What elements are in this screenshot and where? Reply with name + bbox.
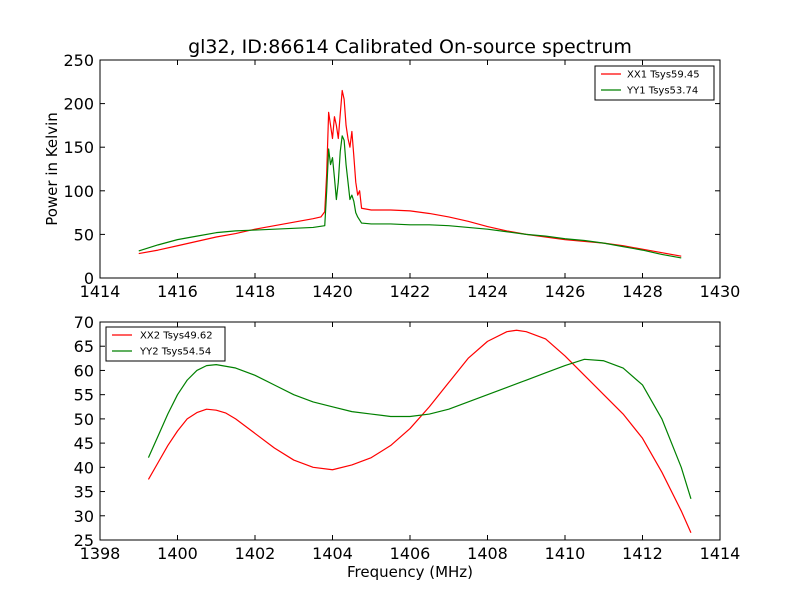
chart-title: gl32, ID:86614 Calibrated On-source spec… <box>188 36 632 58</box>
y-tick-label: 50 <box>74 225 94 244</box>
x-tick-label: 1420 <box>312 282 353 301</box>
top-x-axis: 1414 1416 1418 1420 1422 1424 1426 1428 1430 <box>80 60 741 301</box>
legend-label-yy1: YY1 Tsys53.74 <box>626 86 698 97</box>
series-line-xx <box>147 329 692 533</box>
top-y-axis-label: Power in Kelvin <box>43 112 61 226</box>
legend-label-xx1: XX1 Tsys59.45 <box>627 70 700 81</box>
x-tick-label: 1412 <box>622 544 663 563</box>
x-tick-label: 1410 <box>545 544 586 563</box>
x-tick-label: 1408 <box>467 544 508 563</box>
y-tick-label: 25 <box>74 531 94 550</box>
y-tick-label: 0 <box>84 269 94 288</box>
x-tick-label: 1418 <box>235 282 276 301</box>
y-tick-label: 150 <box>63 138 94 157</box>
y-tick-label: 35 <box>74 483 94 502</box>
legend-label-xx2: XX2 Tsys49.62 <box>140 331 213 342</box>
bottom-series-layer <box>147 329 692 533</box>
y-tick-label: 50 <box>74 410 94 429</box>
top-series-layer <box>138 89 682 259</box>
x-tick-label: 1402 <box>235 544 276 563</box>
bottom-legend: XX2 Tsys49.62 YY2 Tsys54.54 <box>105 326 226 362</box>
series-line-yy <box>138 135 682 259</box>
y-tick-label: 250 <box>63 51 94 70</box>
y-tick-label: 65 <box>74 337 94 356</box>
y-tick-label: 40 <box>74 458 94 477</box>
x-tick-label: 1398 <box>80 544 121 563</box>
x-tick-label: 1400 <box>157 544 198 563</box>
y-tick-label: 45 <box>74 434 94 453</box>
bottom-chart: 1398 1400 1402 1404 1406 1408 1410 1412 1414 25 3… <box>74 313 741 581</box>
y-tick-label: 55 <box>74 386 94 405</box>
x-tick-label: 1426 <box>545 282 586 301</box>
bottom-y-axis: 25 30 35 40 45 50 55 60 65 70 <box>74 313 720 550</box>
top-chart: gl32, ID:86614 Calibrated On-source spec… <box>43 36 740 301</box>
x-tick-label: 1406 <box>390 544 431 563</box>
top-legend-box <box>594 65 715 101</box>
bottom-legend-box <box>105 326 226 362</box>
x-tick-label: 1422 <box>390 282 431 301</box>
x-tick-label: 1430 <box>700 282 741 301</box>
bottom-x-axis: 1398 1400 1402 1404 1406 1408 1410 1412 1414 <box>80 322 741 563</box>
x-tick-label: 1404 <box>312 544 353 563</box>
legend-label-yy2: YY2 Tsys54.54 <box>139 347 211 358</box>
y-tick-label: 30 <box>74 507 94 526</box>
y-tick-label: 60 <box>74 361 94 380</box>
x-tick-label: 1424 <box>467 282 508 301</box>
y-tick-label: 200 <box>63 95 94 114</box>
x-tick-label: 1414 <box>80 282 121 301</box>
bottom-x-axis-label: Frequency (MHz) <box>347 563 473 581</box>
series-line-yy <box>147 358 692 499</box>
y-tick-label: 70 <box>74 313 94 332</box>
x-tick-label: 1416 <box>157 282 198 301</box>
y-tick-label: 100 <box>63 182 94 201</box>
x-tick-label: 1414 <box>700 544 741 563</box>
x-tick-label: 1428 <box>622 282 663 301</box>
top-y-axis: 0 50 100 150 200 250 <box>63 51 720 288</box>
top-legend: XX1 Tsys59.45 YY1 Tsys53.74 <box>594 65 715 101</box>
